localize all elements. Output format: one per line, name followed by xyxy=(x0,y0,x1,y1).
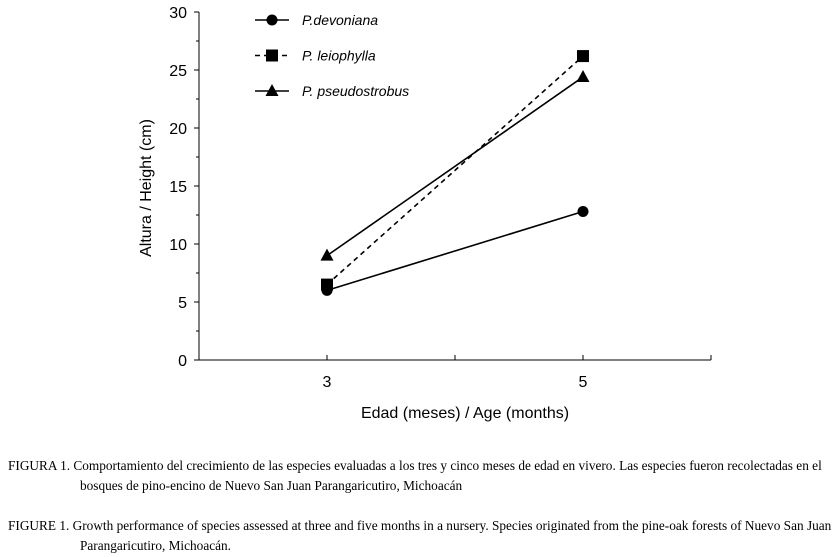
legend-marker xyxy=(266,49,278,62)
series-line xyxy=(326,210,584,292)
legend-label: P.devoniana xyxy=(302,12,378,28)
series xyxy=(320,50,590,296)
series-square xyxy=(321,50,589,291)
series-circle xyxy=(321,206,589,296)
figure-caption-spanish: FIGURA 1. Comportamiento del crecimiento… xyxy=(8,458,822,493)
legend-label: P. leiophylla xyxy=(302,48,376,64)
y-tick-label: 5 xyxy=(178,295,187,312)
axes xyxy=(198,12,711,361)
legend: P.devoniana P. leiophylla P. pseudostrobus xyxy=(255,12,409,99)
x-axis-label: Edad (meses) / Age (months) xyxy=(361,405,569,422)
y-ticks: 0 5 10 15 20 25 30 xyxy=(169,5,199,370)
y-tick-label: 25 xyxy=(169,63,187,80)
y-tick-label: 15 xyxy=(169,179,187,196)
y-tick-label: 10 xyxy=(169,237,187,254)
series-line xyxy=(326,55,584,286)
series-triangle xyxy=(320,69,590,261)
y-tick-label: 20 xyxy=(169,121,187,138)
y-tick-label: 0 xyxy=(178,353,187,370)
legend-marker xyxy=(265,84,279,96)
figure-caption-english: FIGURE 1. Growth performance of species … xyxy=(8,518,832,553)
x-tick-label: 3 xyxy=(323,374,332,391)
series-line xyxy=(326,76,584,257)
legend-marker xyxy=(266,14,278,26)
data-point xyxy=(577,206,589,218)
y-axis-label: Altura / Height (cm) xyxy=(138,119,155,257)
x-tick-label: 5 xyxy=(579,374,588,391)
data-point xyxy=(321,278,333,291)
data-point xyxy=(320,248,334,261)
data-point xyxy=(577,50,589,63)
legend-label: P. pseudostrobus xyxy=(302,83,409,99)
data-point xyxy=(576,69,590,82)
y-tick-label: 30 xyxy=(169,5,187,22)
